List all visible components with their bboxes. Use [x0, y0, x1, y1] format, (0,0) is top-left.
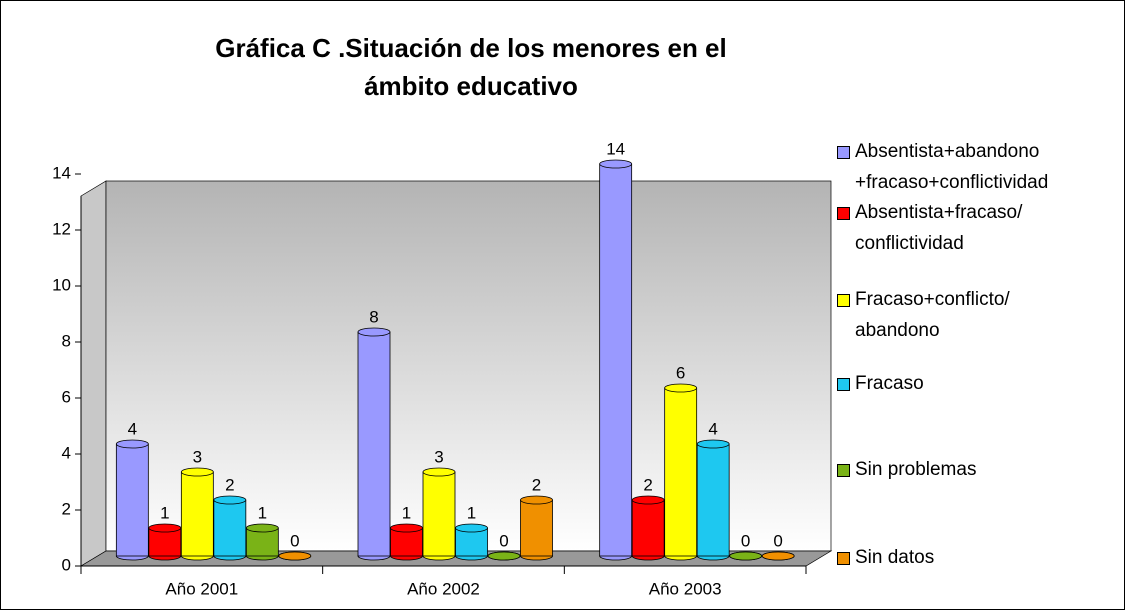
value-label: 2	[225, 475, 234, 494]
value-label: 3	[193, 447, 202, 466]
value-label: 4	[708, 419, 717, 438]
bar-top	[148, 523, 182, 533]
bar-top	[520, 495, 553, 505]
value-label: 0	[290, 531, 299, 550]
bar-top	[245, 523, 279, 533]
legend-label: Sin problemas	[855, 459, 977, 480]
legend-label: Sin datos	[855, 547, 935, 568]
legend-label: Fracaso+conflicto/ abandono	[855, 289, 1010, 341]
bar	[520, 499, 553, 557]
bar-top	[422, 467, 456, 477]
bar	[664, 387, 698, 557]
bar-top	[631, 495, 665, 505]
bar	[631, 499, 665, 557]
y-tick-label: 0	[62, 555, 71, 574]
bar-top	[761, 551, 795, 561]
legend-swatch	[837, 378, 850, 391]
side-wall	[80, 180, 107, 567]
value-label: 1	[402, 503, 411, 522]
y-tick-label: 12	[52, 219, 71, 238]
value-label: 4	[128, 419, 137, 438]
bar-top	[696, 439, 730, 449]
bar-top	[664, 383, 698, 393]
legend-label: Absentista+fracaso/ conflictividad	[855, 202, 1023, 254]
x-tick-label: Año 2002	[407, 579, 480, 598]
bar-top	[357, 327, 391, 337]
value-label: 3	[434, 447, 443, 466]
value-label: 0	[499, 531, 508, 550]
legend-item: Fracaso+conflicto/ abandono	[837, 284, 1095, 346]
value-label: 1	[160, 503, 169, 522]
legend-item: Absentista+abandono +fracaso+conflictivi…	[837, 136, 1095, 198]
legend-swatch	[837, 146, 850, 159]
bar	[599, 163, 633, 557]
value-label: 14	[606, 139, 625, 158]
y-tick-label: 10	[52, 275, 71, 294]
bar	[213, 499, 247, 557]
bar-top	[729, 551, 763, 561]
y-tick-label: 8	[62, 331, 71, 350]
value-label: 1	[467, 503, 476, 522]
bar	[180, 471, 214, 557]
x-tick-label: Año 2003	[649, 579, 722, 598]
y-tick-label: 6	[62, 387, 71, 406]
bar-top	[180, 467, 214, 477]
bar	[357, 331, 391, 557]
value-label: 0	[773, 531, 782, 550]
bar-top	[599, 159, 633, 169]
y-tick-label: 2	[62, 499, 71, 518]
bar-top	[487, 551, 521, 561]
legend-swatch	[837, 464, 850, 477]
y-tick-label: 4	[62, 443, 71, 462]
bar-top	[455, 523, 488, 533]
chart-title: Gráfica C .Situación de los menores en e…	[215, 33, 727, 101]
value-label: 8	[369, 307, 378, 326]
legend-swatch	[837, 294, 850, 307]
bar	[422, 471, 456, 557]
value-label: 2	[532, 475, 541, 494]
bar	[115, 443, 149, 557]
y-tick-label: 14	[52, 163, 71, 182]
legend-item: Absentista+fracaso/ conflictividad	[837, 197, 1095, 259]
value-label: 6	[676, 363, 685, 382]
bar-top	[115, 439, 149, 449]
bar	[455, 527, 488, 557]
legend-item: Fracaso	[837, 368, 1095, 399]
bar	[696, 443, 730, 557]
bar-top	[390, 523, 423, 533]
value-label: 0	[741, 531, 750, 550]
x-tick-label: Año 2001	[165, 579, 238, 598]
bar-top	[278, 551, 312, 561]
legend-swatch	[837, 207, 850, 220]
value-label: 2	[643, 475, 652, 494]
bar-top	[213, 495, 247, 505]
legend-swatch	[837, 552, 850, 565]
legend-label: Fracaso	[855, 373, 924, 394]
legend-item: Sin datos	[837, 542, 1095, 573]
legend-item: Sin problemas	[837, 454, 1095, 485]
legend-label: Absentista+abandono +fracaso+conflictivi…	[855, 141, 1049, 193]
value-label: 1	[258, 503, 267, 522]
bar	[245, 527, 279, 557]
